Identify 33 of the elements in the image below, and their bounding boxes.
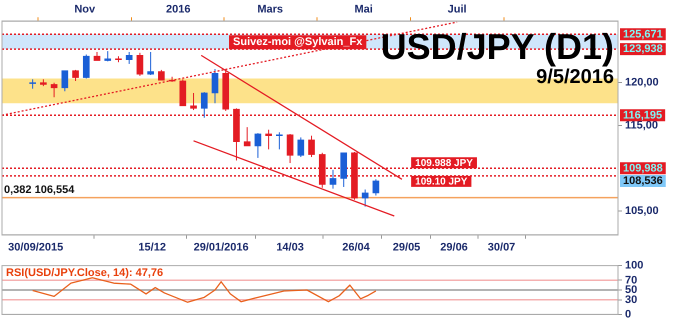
x2-tick-label: Juil bbox=[448, 4, 467, 16]
annotation: Suivez-moi @Sylvain_Fx bbox=[233, 36, 364, 48]
ref-line-label: 123,938 bbox=[623, 43, 663, 56]
y-tick-label: 115,00 bbox=[625, 119, 658, 132]
ref-line-label: 116,195 bbox=[623, 109, 662, 122]
x-tick-label: 15/12 bbox=[138, 241, 166, 254]
x2-tick-label: Nov bbox=[74, 4, 96, 16]
text: 9/5/2016 bbox=[536, 66, 614, 88]
y-tick-label: 100 bbox=[625, 260, 644, 272]
y-tick-label: 50 bbox=[625, 284, 638, 296]
x-tick-label: 29/05 bbox=[392, 241, 420, 254]
x2-tick-label: Mars bbox=[257, 4, 284, 16]
ref-line-label: 125,671 bbox=[623, 28, 663, 40]
x-tick-label: 29/06 bbox=[440, 241, 468, 254]
x2-tick-label: 2016 bbox=[166, 4, 190, 16]
y-tick-label: 70 bbox=[625, 274, 638, 286]
x-tick-label: 30/09/2015 bbox=[8, 241, 64, 254]
annotation: 109.10 JPY bbox=[415, 176, 468, 188]
x-tick-label: 30/07 bbox=[488, 241, 516, 254]
ref-line-label: 0,382 106,554 bbox=[4, 184, 76, 196]
x-tick-label: 26/04 bbox=[342, 241, 371, 254]
y-tick-label: 0 bbox=[625, 308, 632, 320]
x2-tick-label: Mai bbox=[354, 4, 373, 16]
x-tick-label: 29/01/2016 bbox=[194, 241, 249, 254]
chart-title: RSI(USD/JPY.Close, 14): 47,76 bbox=[6, 267, 164, 280]
y-tick-label: 30 bbox=[625, 294, 638, 306]
y-tick-label: 105,00 bbox=[625, 204, 659, 217]
annotation: 109.988 JPY bbox=[415, 158, 474, 170]
text: 108,536 bbox=[623, 175, 663, 188]
chart-title: USD/JPY (D1) bbox=[380, 26, 614, 68]
y-tick-label: 120,00 bbox=[625, 76, 659, 89]
x-tick-label: 14/03 bbox=[276, 241, 304, 254]
ref-line-label: 109,988 bbox=[623, 162, 663, 174]
